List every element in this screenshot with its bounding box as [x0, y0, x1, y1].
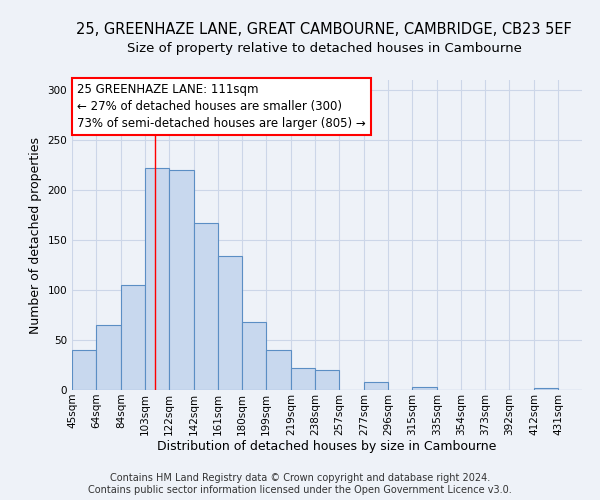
Bar [291, 368, 315, 390]
Text: 25 GREENHAZE LANE: 111sqm
← 27% of detached houses are smaller (300)
73% of semi: 25 GREENHAZE LANE: 111sqm ← 27% of detac… [77, 83, 366, 130]
Bar [266, 350, 291, 390]
Bar [194, 223, 218, 390]
Y-axis label: Number of detached properties: Number of detached properties [29, 136, 42, 334]
Bar [96, 325, 121, 390]
Bar [534, 388, 558, 390]
Bar [218, 256, 242, 390]
X-axis label: Distribution of detached houses by size in Cambourne: Distribution of detached houses by size … [157, 440, 497, 454]
Bar [121, 285, 145, 390]
Bar [412, 387, 437, 390]
Bar [315, 370, 339, 390]
Bar [145, 168, 169, 390]
Text: Contains HM Land Registry data © Crown copyright and database right 2024.
Contai: Contains HM Land Registry data © Crown c… [88, 474, 512, 495]
Bar [242, 322, 266, 390]
Text: 25, GREENHAZE LANE, GREAT CAMBOURNE, CAMBRIDGE, CB23 5EF: 25, GREENHAZE LANE, GREAT CAMBOURNE, CAM… [76, 22, 572, 38]
Text: Size of property relative to detached houses in Cambourne: Size of property relative to detached ho… [127, 42, 521, 55]
Bar [72, 350, 96, 390]
Bar [169, 170, 194, 390]
Bar [364, 382, 388, 390]
